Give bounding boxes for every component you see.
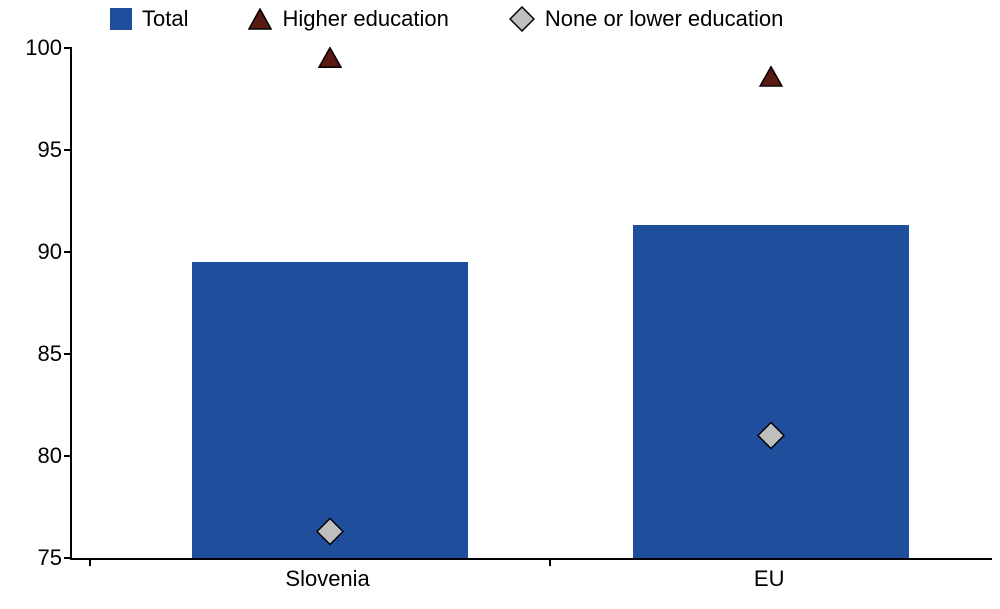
chart-container: Total Higher education None or lower edu… (0, 0, 1000, 609)
y-axis-label: 100 (6, 35, 62, 61)
bar-eu (633, 225, 909, 558)
y-axis-label: 95 (6, 137, 62, 163)
y-axis-label: 75 (6, 545, 62, 571)
y-tick (64, 455, 72, 457)
legend-swatch-triangle-icon (248, 8, 272, 30)
y-axis-label: 90 (6, 239, 62, 265)
legend-item-total: Total (110, 6, 188, 32)
y-tick (64, 557, 72, 559)
legend-item-none-lower-education: None or lower education (509, 6, 783, 32)
legend-swatch-total (110, 8, 132, 30)
x-tick (89, 558, 91, 566)
marker-triangle-icon (759, 65, 783, 92)
x-tick (549, 558, 551, 566)
plot-area (70, 48, 992, 560)
marker-triangle-icon (318, 47, 342, 74)
marker-diamond-icon (316, 517, 344, 550)
y-tick (64, 353, 72, 355)
y-tick (64, 149, 72, 151)
y-tick (64, 251, 72, 253)
x-axis-label: EU (754, 566, 785, 592)
y-axis-label: 80 (6, 443, 62, 469)
legend: Total Higher education None or lower edu… (0, 6, 1000, 32)
legend-item-higher-education: Higher education (248, 6, 448, 32)
x-axis-label: Slovenia (285, 566, 369, 592)
legend-label: None or lower education (545, 6, 783, 32)
marker-diamond-icon (757, 421, 785, 454)
legend-label: Total (142, 6, 188, 32)
y-tick (64, 47, 72, 49)
legend-label: Higher education (282, 6, 448, 32)
y-axis-label: 85 (6, 341, 62, 367)
bar-slovenia (192, 262, 468, 558)
legend-swatch-diamond-icon (509, 6, 535, 32)
